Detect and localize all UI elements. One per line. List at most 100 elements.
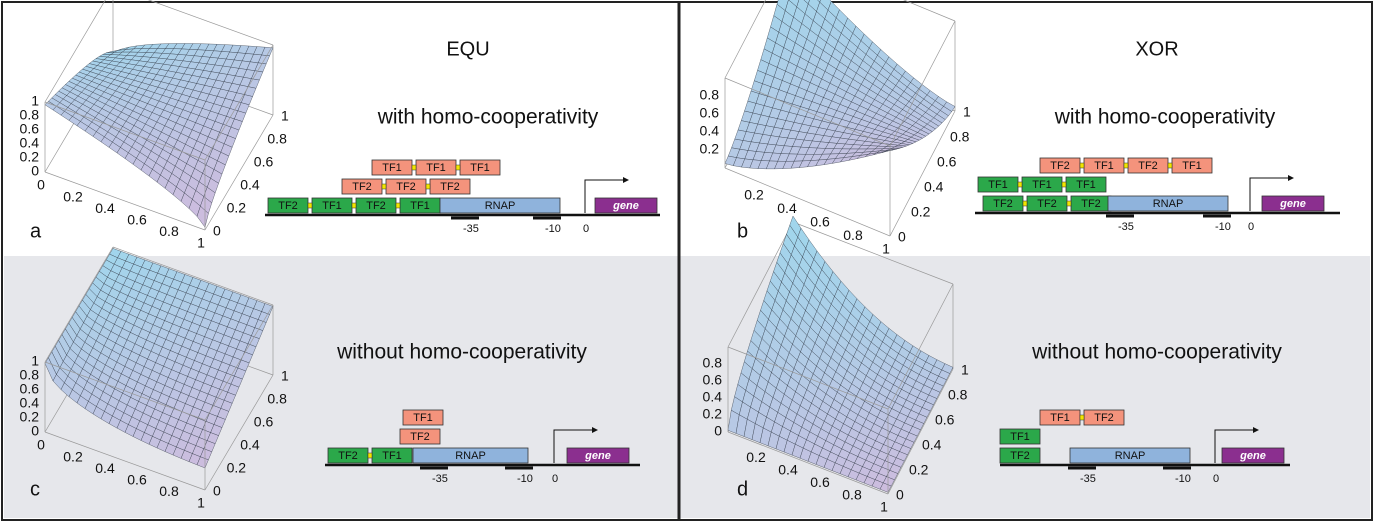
panel-title: XOR bbox=[1135, 38, 1178, 60]
gene-label: gene bbox=[1239, 450, 1266, 462]
tf-link bbox=[308, 203, 312, 208]
x-tick-label: 0.4 bbox=[95, 460, 115, 476]
position-label: -10 bbox=[545, 223, 561, 235]
x-tick-label: 0.8 bbox=[159, 483, 179, 499]
z-tick-label: 1 bbox=[31, 93, 39, 109]
x-tick-label: 0.8 bbox=[842, 486, 862, 502]
tf-link bbox=[352, 203, 356, 208]
position-label: -35 bbox=[463, 223, 479, 235]
x-tick-label: 1 bbox=[197, 235, 205, 251]
tf-label: TF1 bbox=[1010, 431, 1030, 443]
tf-label: TF1 bbox=[382, 162, 402, 174]
tf-label: TF2 bbox=[440, 181, 460, 193]
z-tick-label: 0.8 bbox=[20, 107, 40, 123]
z-tick-label: 0.6 bbox=[703, 372, 723, 388]
y-tick-label: 1 bbox=[961, 362, 969, 378]
y-tick-label: 0.4 bbox=[240, 437, 260, 453]
x-tick-label: 0.8 bbox=[843, 227, 863, 243]
tf-label: TF1 bbox=[1182, 160, 1202, 172]
tf-label: TF2 bbox=[1037, 198, 1057, 210]
x-tick-label: 0.4 bbox=[95, 200, 115, 216]
tf-link bbox=[1080, 163, 1084, 168]
x-tick-label: 0 bbox=[37, 437, 45, 453]
y-tick-label: 0 bbox=[896, 487, 904, 503]
position-label: -35 bbox=[432, 473, 448, 485]
tf-link bbox=[1023, 201, 1027, 206]
tf-label: TF1 bbox=[426, 162, 446, 174]
y-tick-label: 0.6 bbox=[254, 414, 274, 430]
panel-subtitle: without homo-cooperativity bbox=[336, 341, 587, 364]
y-tick-label: 0.4 bbox=[240, 177, 260, 193]
tf-label: TF2 bbox=[366, 200, 386, 212]
tf-link bbox=[1080, 415, 1084, 420]
y-tick-label: 0.8 bbox=[950, 129, 970, 145]
x-tick-label: 0.6 bbox=[127, 212, 147, 228]
x-tick-label: 0.8 bbox=[159, 223, 179, 239]
panel-title: EQU bbox=[446, 38, 489, 60]
y-tick-label: 0 bbox=[213, 483, 221, 499]
tf-link bbox=[368, 453, 372, 458]
y-tick-label: 0.4 bbox=[922, 437, 942, 453]
position-label: -10 bbox=[1215, 221, 1231, 233]
tf-link bbox=[1018, 182, 1022, 187]
figure: 00.20.40.60.8100.20.40.60.8100.20.40.60.… bbox=[0, 0, 1374, 522]
x-tick-label: 0.4 bbox=[778, 462, 798, 478]
tf-link bbox=[426, 184, 430, 189]
tf-label: TF1 bbox=[988, 179, 1008, 191]
x-tick-label: 0.2 bbox=[744, 186, 764, 202]
rnap-label: RNAP bbox=[1153, 198, 1184, 210]
tf-label: TF2 bbox=[278, 200, 298, 212]
rnap-label: RNAP bbox=[1115, 450, 1146, 462]
tf-link bbox=[382, 184, 386, 189]
tf-link bbox=[1124, 163, 1128, 168]
tf-label: TF2 bbox=[1010, 450, 1030, 462]
panel-letter: c bbox=[30, 478, 40, 500]
position-label: 0 bbox=[552, 473, 558, 485]
y-tick-label: 0.8 bbox=[267, 391, 287, 407]
z-tick-label: 0.4 bbox=[20, 135, 40, 151]
z-tick-label: 1 bbox=[31, 353, 39, 369]
rnap-label: RNAP bbox=[455, 450, 486, 462]
x-tick-label: 0.6 bbox=[127, 472, 147, 488]
panel-letter: d bbox=[737, 478, 748, 500]
x-tick-label: 1 bbox=[882, 241, 890, 257]
x-tick-label: 0.2 bbox=[746, 449, 766, 465]
y-tick-label: 0 bbox=[898, 229, 906, 245]
tf-label: TF1 bbox=[1076, 179, 1096, 191]
panel-letter: a bbox=[30, 220, 42, 242]
gene-label: gene bbox=[584, 450, 611, 462]
y-tick-label: 1 bbox=[963, 104, 971, 120]
z-tick-label: 0.2 bbox=[700, 141, 720, 157]
tf-link bbox=[412, 165, 416, 170]
z-tick-label: 0.4 bbox=[703, 389, 723, 405]
tf-label: TF1 bbox=[410, 200, 430, 212]
tf-link bbox=[1067, 201, 1071, 206]
x-tick-label: 0.4 bbox=[777, 200, 797, 216]
panel-letter: b bbox=[737, 220, 748, 242]
z-tick-label: 0.8 bbox=[703, 355, 723, 371]
tf-label: TF1 bbox=[1032, 179, 1052, 191]
tf-link bbox=[1168, 163, 1172, 168]
position-label: -35 bbox=[1118, 221, 1134, 233]
z-tick-label: 0.2 bbox=[20, 149, 40, 165]
z-tick-label: 0.8 bbox=[20, 367, 40, 383]
panel-subtitle: with homo-cooperativity bbox=[377, 106, 599, 129]
z-tick-label: 0.4 bbox=[700, 123, 720, 139]
z-tick-label: 0 bbox=[714, 423, 722, 439]
position-label: 0 bbox=[1248, 221, 1254, 233]
y-tick-label: 0.6 bbox=[935, 412, 955, 428]
position-label: -10 bbox=[1175, 473, 1191, 485]
x-tick-label: 0.6 bbox=[810, 214, 830, 230]
y-tick-label: 0.8 bbox=[948, 387, 968, 403]
z-tick-label: 0.8 bbox=[700, 87, 720, 103]
position-label: 0 bbox=[583, 223, 589, 235]
z-tick-label: 0.6 bbox=[20, 381, 40, 397]
z-tick-label: 0.2 bbox=[20, 409, 40, 425]
tf-link bbox=[456, 165, 460, 170]
y-tick-label: 1 bbox=[281, 368, 289, 384]
y-tick-label: 0.2 bbox=[227, 200, 247, 216]
x-tick-label: 0.2 bbox=[63, 188, 83, 204]
y-tick-label: 1 bbox=[281, 108, 289, 124]
panel-subtitle: without homo-cooperativity bbox=[1031, 341, 1282, 364]
tf-label: TF1 bbox=[1050, 412, 1070, 424]
